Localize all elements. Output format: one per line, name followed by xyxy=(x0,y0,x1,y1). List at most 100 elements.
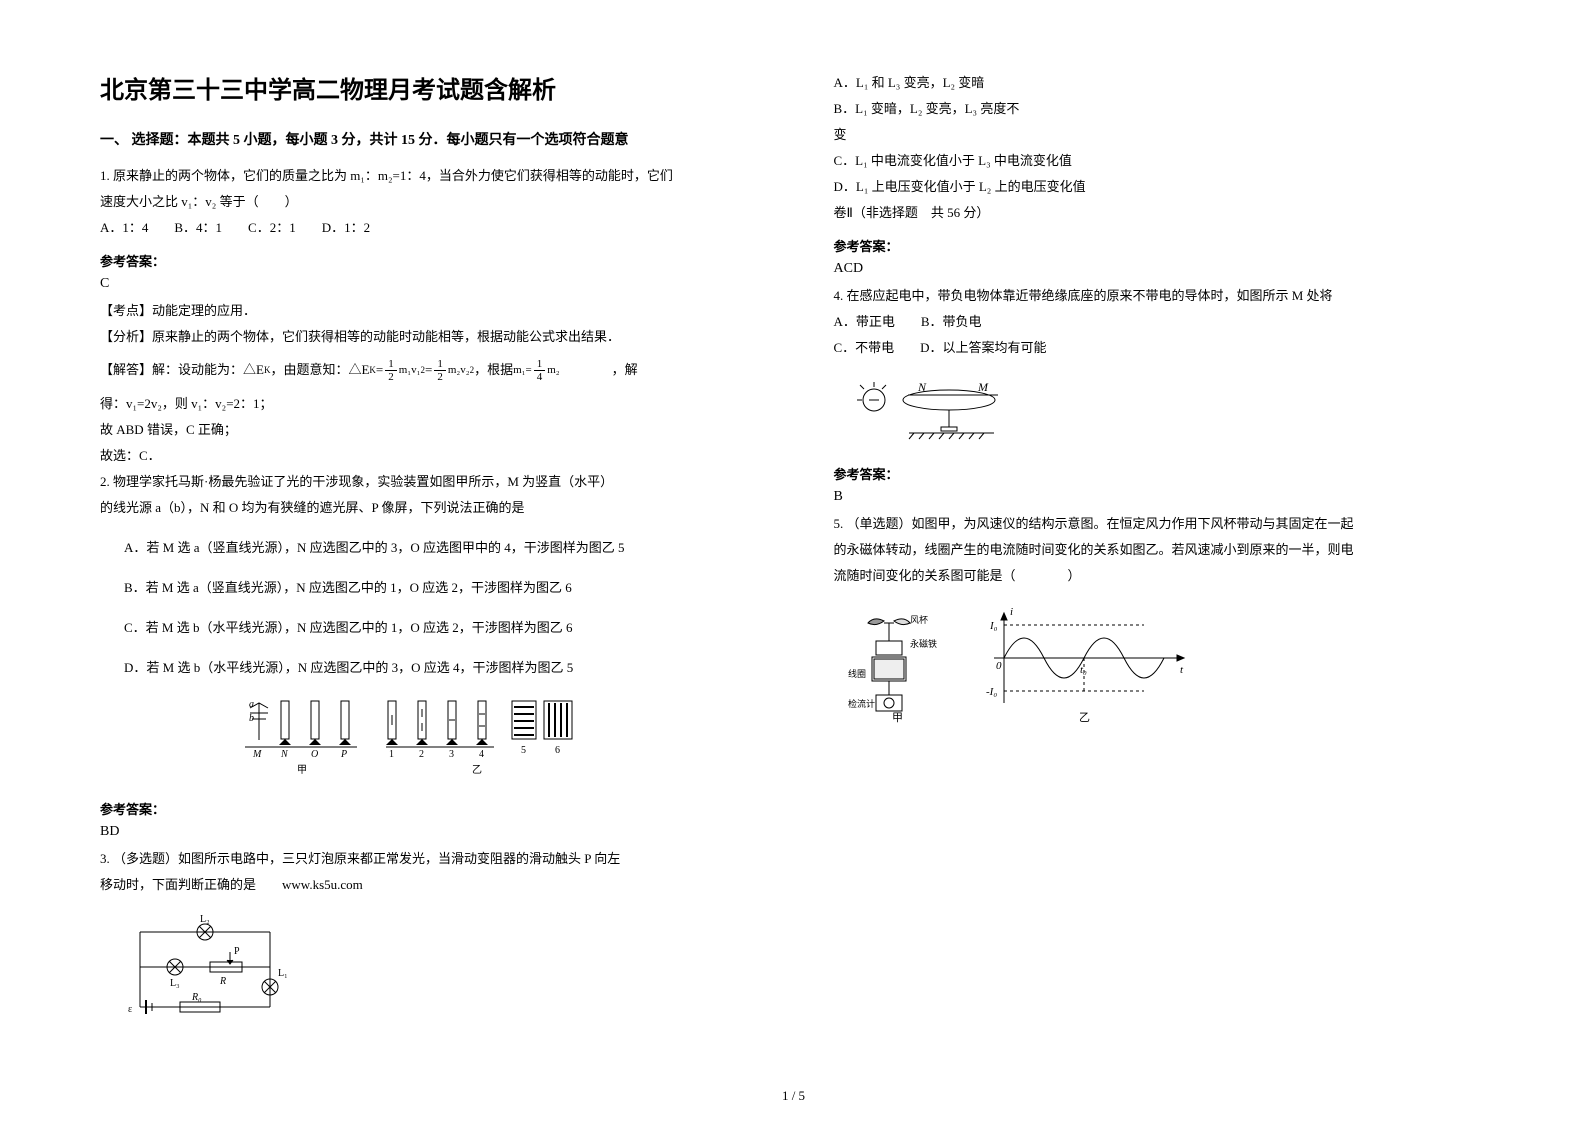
frac-half-1: 12 xyxy=(385,358,397,383)
lbl-eps: ε xyxy=(128,1004,132,1015)
q3-note: 卷Ⅱ（非选择题 共 56 分） xyxy=(834,200,1488,226)
q1-stem-a: 1. 原来静止的两个物体，它们的质量之比为 m₁：m₂=1：4，当合外力使它们获… xyxy=(100,163,754,189)
section-heading: 一、 选择题：本题共 5 小题，每小题 3 分，共计 15 分．每小题只有一个选… xyxy=(100,129,754,149)
q4-M: M xyxy=(977,380,989,394)
cap-3: 3 xyxy=(449,749,454,760)
f-me: m₁= xyxy=(513,362,532,380)
q2-figure: a b xyxy=(100,695,754,785)
q4-stem: 4. 在感应起电中，带负电物体靠近带绝缘底座的原来不带电的导体时，如图所示 M … xyxy=(834,283,1488,309)
f-v1: v₁ xyxy=(411,362,420,380)
q5-nI0: -I₀ xyxy=(986,686,997,698)
frac-half-2: 12 xyxy=(434,358,446,383)
q3-optB: B．L₁ 变暗，L₂ 变亮，L₃ 亮度不 xyxy=(834,96,1488,122)
q5-svg: 风杯 永磁铁 线圈 检流计 甲 xyxy=(844,603,1204,733)
cap-N: N xyxy=(280,749,289,760)
pager: 1 / 5 xyxy=(0,1088,1587,1104)
lbl-R0: R₀ xyxy=(191,992,202,1003)
f-mid1: ，由题意知：△E xyxy=(270,360,369,381)
den: 2 xyxy=(385,371,397,383)
q1-exp1: 【考点】动能定理的应用． xyxy=(100,298,754,324)
cap-M: M xyxy=(252,749,262,760)
cap-5: 5 xyxy=(521,745,526,756)
lbl-R: R xyxy=(219,976,226,987)
den2: 2 xyxy=(434,371,446,383)
q4-N: N xyxy=(917,380,927,394)
lbl-L3: L₃ xyxy=(170,978,180,989)
q1-exp6: 故选：C． xyxy=(100,443,754,469)
q5-stem-b: 的永磁体转动，线圈产生的电流随时间变化的关系如图乙。若风速减小到原来的一半，则电 xyxy=(834,537,1488,563)
lbl-L2: L₂ xyxy=(200,914,210,925)
cap-yi: 乙 xyxy=(472,764,482,776)
cap-jia: 甲 xyxy=(297,765,307,776)
q3-optB2: 变 xyxy=(834,122,1488,148)
q2-optC: C．若 M 选 b（水平线光源），N 应选图乙中的 1，O 应选 2，干涉图样为… xyxy=(100,615,754,641)
f-m22: m₂ xyxy=(547,362,559,380)
f-m1: m₁ xyxy=(399,362,411,380)
q5-jia: 甲 xyxy=(892,712,903,724)
num: 1 xyxy=(385,358,397,371)
q2-optA: A．若 M 选 a（竖直线光源），N 应选图乙中的 3，O 应选图甲中的 4，干… xyxy=(100,535,754,561)
answer-label-4: 参考答案： xyxy=(834,464,1488,483)
q3-optD: D．L₁ 上电压变化值小于 L₂ 上的电压变化值 xyxy=(834,174,1488,200)
q3-optC: C．L₁ 中电流变化值小于 L₃ 中电流变化值 xyxy=(834,148,1488,174)
answer-label: 参考答案： xyxy=(100,251,754,270)
q4-svg: N M xyxy=(854,375,1034,445)
q2-svg: a b xyxy=(227,695,627,785)
q3-answer: ACD xyxy=(834,261,1488,277)
svg-text:b: b xyxy=(249,713,254,724)
q1-exp2: 【分析】原来静止的两个物体，它们获得相等的动能时动能相等，根据动能公式求出结果． xyxy=(100,324,754,350)
q5-figure: 风杯 永磁铁 线圈 检流计 甲 xyxy=(844,603,1488,738)
q5-t0: t₀ xyxy=(1080,664,1087,676)
q1-options: A．1：4 B．4：1 C．2：1 D．1：2 xyxy=(100,215,754,241)
q5-t: t xyxy=(1180,664,1184,676)
q3-stem-a: 3. （多选题）如图所示电路中，三只灯泡原来都正常发光，当滑动变阻器的滑动触头 … xyxy=(100,846,754,872)
lbl-P: P xyxy=(234,946,240,957)
answer-label-3: 参考答案： xyxy=(834,236,1488,255)
cap-4: 4 xyxy=(479,749,484,760)
f-v2: v₂ xyxy=(460,362,469,380)
answer-label-2: 参考答案： xyxy=(100,799,754,818)
frac-14: 14 xyxy=(534,358,546,383)
f-tail: ，解 xyxy=(560,360,638,381)
q4-optCD: C．不带电 D．以上答案均有可能 xyxy=(834,335,1488,361)
circuit-svg: L₂ L₃ L₁ R R₀ P ε xyxy=(120,912,290,1022)
q1-exp4: 得：v₁=2v₂，则 v₁：v₂=2：1； xyxy=(100,391,754,417)
cap-P: P xyxy=(340,749,347,760)
lbl-L1: L₁ xyxy=(278,968,288,979)
cap-2: 2 xyxy=(419,749,424,760)
q2-optB: B．若 M 选 a（竖直线光源），N 应选图乙中的 1，O 应选 2，干涉图样为… xyxy=(100,575,754,601)
den3: 4 xyxy=(534,371,546,383)
q3-figure: L₂ L₃ L₁ R R₀ P ε xyxy=(120,912,754,1027)
f-m2: m₂ xyxy=(448,362,460,380)
q5-stem-c: 流随时间变化的关系图可能是（ ） xyxy=(834,563,1488,589)
q4-figure: N M xyxy=(854,375,1488,450)
cap-6: 6 xyxy=(555,745,560,756)
title: 北京第三十三中学高二物理月考试题含解析 xyxy=(100,70,754,105)
q2-stem-b: 的线光源 a（b），N 和 O 均为有狭缝的遮光屏、P 像屏，下列说法正确的是 xyxy=(100,495,754,521)
q4-optAB: A．带正电 B．带负电 xyxy=(834,309,1488,335)
cap-O: O xyxy=(311,749,318,760)
f-pre: 【解答】解：设动能为：△E xyxy=(100,360,264,381)
q2-stem-a: 2. 物理学家托马斯·杨最先验证了光的干涉现象，实验装置如图甲所示，M 为竖直（… xyxy=(100,469,754,495)
q1-answer: C xyxy=(100,276,754,292)
q5-l1: 风杯 xyxy=(910,614,928,625)
q1-exp5: 故 ABD 错误，C 正确； xyxy=(100,417,754,443)
q5-l2: 永磁铁 xyxy=(910,638,937,649)
f-gj: ，根据 xyxy=(474,360,513,381)
q2-answer: BD xyxy=(100,824,754,840)
q5-stem-a: 5. （单选题）如图甲，为风速仪的结构示意图。在恒定风力作用下风杯带动与其固定在… xyxy=(834,511,1488,537)
cap-1: 1 xyxy=(389,749,394,760)
q3-optA: A．L₁ 和 L₃ 变亮，L₂ 变暗 xyxy=(834,70,1488,96)
q3-stem-b: 移动时，下面判断正确的是 www.ks5u.com xyxy=(100,872,754,898)
q1-formula: 【解答】解：设动能为：△EK ，由题意知：△EK = 12 m₁ v₁2 = 1… xyxy=(100,358,754,383)
svg-text:a: a xyxy=(249,699,254,710)
q2-optD: D．若 M 选 b（水平线光源），N 应选图乙中的 3，O 应选 4，干涉图样为… xyxy=(100,655,754,681)
q5-i: i xyxy=(1010,606,1013,618)
svg-text:0: 0 xyxy=(996,660,1002,672)
q5-yi: 乙 xyxy=(1079,711,1090,724)
num2: 1 xyxy=(434,358,446,371)
q5-l3: 线圈 xyxy=(848,668,866,679)
num3: 1 xyxy=(534,358,546,371)
q4-answer: B xyxy=(834,489,1488,505)
f-eq1: = xyxy=(376,360,383,381)
